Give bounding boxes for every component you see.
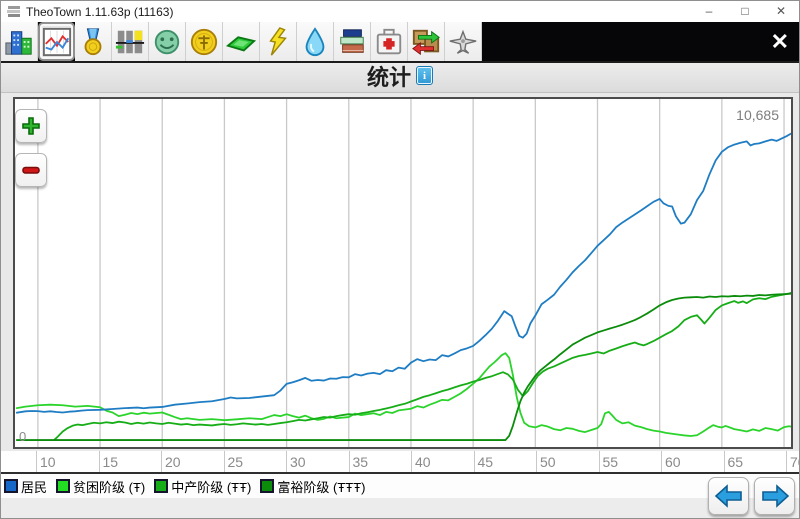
left-arrow-icon [714,484,742,508]
chart-area: 10,685 0 [1,93,799,451]
statistics-chart-icon [42,27,71,56]
x-gridline-stub [723,451,725,472]
city-icon [5,30,32,55]
tab-happiness[interactable] [149,22,186,61]
tab-statistics[interactable] [38,22,75,61]
x-gridline-stub [786,451,787,472]
tab-budget[interactable] [186,22,223,61]
zoom-in-button[interactable] [15,109,47,143]
tab-money[interactable] [223,22,260,61]
page-nav [708,477,795,515]
tab-water[interactable] [297,22,334,61]
footer: 居民 贫困阶级 (Ŧ) 中产阶级 (ŦŦ) 富裕阶级 (ŦŦŦ) [1,474,799,518]
legend-swatch-residents [4,479,18,493]
airport-icon [449,29,477,54]
x-tick-label: 35 [352,454,369,470]
legend-swatch-rich [260,479,275,493]
window-controls: – □ ✕ [691,1,799,22]
os-titlebar: TheoTown 1.11.63p (11163) – □ ✕ [1,1,799,22]
close-window-button[interactable]: ✕ [775,4,787,18]
x-tick-label: 25 [227,454,244,470]
x-tick-label: 30 [290,454,306,470]
x-tick-label: 45 [477,454,494,470]
tab-energy[interactable] [260,22,297,61]
next-page-button[interactable] [754,477,795,515]
coin-icon [190,28,218,55]
x-tick-label: 50 [540,454,556,470]
x-gridline-stub [286,451,287,472]
line-chart [15,99,791,447]
chart-legend: 居民 贫困阶级 (Ŧ) 中产阶级 (ŦŦ) 富裕阶级 (ŦŦŦ) [1,474,799,498]
trade-icon [412,29,440,55]
medal-icon [84,27,102,55]
page-title: 统计 [366,65,411,90]
education-icon [340,28,364,53]
app-icon [7,6,20,17]
x-tick-label: 55 [602,454,619,470]
x-gridline-stub [598,451,600,472]
x-tick-label: 60 [665,454,681,470]
x-tick-label: 10 [40,454,56,470]
tab-trade[interactable] [408,22,445,61]
stats-toolbar: ✕ [1,22,799,63]
legend-item-rich: 富裕阶级 (ŦŦŦ) [260,477,365,496]
x-tick-label: 20 [165,454,181,470]
x-gridline-stub [98,451,100,472]
tab-health[interactable] [371,22,408,61]
legend-item-poor: 贫困阶级 (Ŧ) [56,477,145,496]
tab-airport[interactable] [445,22,482,61]
x-tick-label: 40 [415,454,431,470]
ratings-gauge-icon [115,30,145,53]
health-icon [376,28,402,54]
x-gridline-stub [348,451,350,472]
info-icon[interactable]: i [416,66,433,85]
x-axis: 10 15 20 25 30 35 40 45 50 55 60 65 70 [1,451,799,474]
x-gridline-stub [36,451,37,472]
tab-rank[interactable] [75,22,112,61]
y-zero-label: 0 [19,429,27,444]
minimize-button[interactable]: – [705,4,713,18]
water-icon [305,26,325,56]
x-gridline-stub [161,451,162,472]
close-stats-button[interactable]: ✕ [770,28,789,54]
maximize-button[interactable]: □ [741,4,749,18]
x-tick-label: 15 [102,454,119,470]
y-max-label: 10,685 [734,107,781,123]
legend-swatch-middle [154,479,169,493]
legend-item-middle: 中产阶级 (ŦŦ) [154,477,251,496]
tab-ratings[interactable] [112,22,149,61]
x-gridline-stub [661,451,662,472]
right-arrow-icon [761,484,789,508]
x-gridline-stub [223,451,225,472]
tab-education[interactable] [334,22,371,61]
zoom-out-button[interactable] [15,153,47,187]
legend-item-residents: 居民 [4,477,47,496]
prev-page-button[interactable] [708,477,749,515]
x-gridline-stub [473,451,475,472]
plus-icon [22,117,40,135]
toolbar-tabs [1,22,482,61]
money-icon [226,35,256,51]
x-gridline-stub [536,451,537,472]
x-gridline-stub [411,451,412,472]
panel-header: 统计 i [1,63,799,93]
statistics-plot[interactable]: 10,685 0 [13,97,793,449]
x-tick-label: 65 [727,454,744,470]
tab-city[interactable] [1,22,38,61]
x-tick-label: 70 [790,454,799,470]
happiness-smiley-icon [154,29,180,54]
minus-icon [22,166,40,174]
legend-swatch-poor [56,479,71,493]
energy-icon [269,26,287,56]
window-title: TheoTown 1.11.63p (11163) [26,4,174,19]
